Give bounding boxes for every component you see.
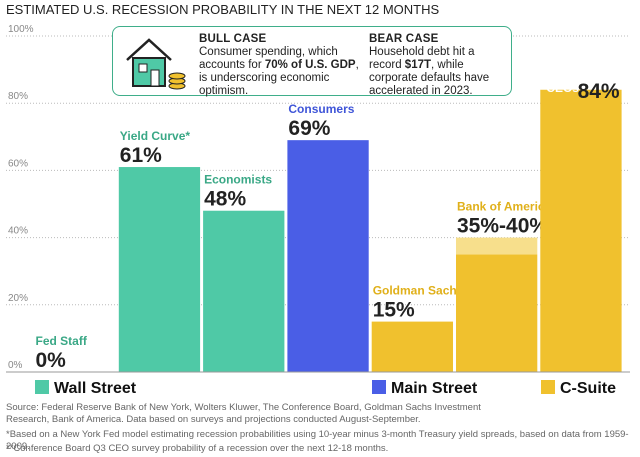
callout-box: BULL CASE Consumer spending, which accou…	[112, 26, 512, 98]
bull-text: Consumer spending, which accounts for	[199, 46, 338, 71]
legend-swatch	[541, 380, 555, 394]
bull-case: BULL CASE Consumer spending, which accou…	[199, 33, 359, 98]
bar	[203, 210, 285, 372]
category-label: Yield Curve*	[120, 129, 191, 143]
footnote: *Based on a New York Fed model estimatin…	[6, 429, 629, 452]
value-label: 69%	[288, 117, 330, 140]
bar	[371, 321, 453, 372]
y-tick-label: 40%	[8, 226, 28, 237]
category-label: CEOs**	[546, 81, 588, 95]
legend-label: Main Street	[391, 380, 478, 397]
bear-text: Household debt hit a record	[369, 46, 475, 71]
bear-text: , while corporate defaults have accelera…	[369, 59, 490, 97]
bear-case: BEAR CASE Household debt hit a record $1…	[369, 33, 509, 98]
y-tick-label: 80%	[8, 91, 28, 102]
value-label: 15%	[373, 299, 415, 322]
category-label: Economists	[204, 173, 272, 187]
category-label: Consumers	[288, 102, 354, 116]
bar	[456, 254, 538, 372]
value-label: 48%	[204, 188, 246, 211]
y-tick-label: 20%	[8, 293, 28, 304]
legend-label: Wall Street	[54, 380, 137, 397]
value-label: 0%	[36, 349, 67, 372]
category-label: Bank of America	[457, 200, 552, 214]
bull-title: BULL CASE	[199, 33, 267, 45]
y-tick-label: 60%	[8, 158, 28, 169]
bear-title: BEAR CASE	[369, 33, 439, 45]
legend-label: C-Suite	[560, 380, 616, 397]
source: Source: Federal Reserve Bank of New York…	[6, 402, 481, 425]
footnote: **Conference Board Q3 CEO survey probabi…	[6, 443, 389, 454]
bar	[287, 140, 369, 372]
category-label: Fed Staff	[36, 334, 88, 348]
house-icon	[126, 38, 186, 90]
legend-swatch	[372, 380, 386, 394]
category-label: Goldman Sachs	[373, 284, 464, 298]
bear-text-bold: $17T	[404, 59, 432, 71]
bull-text-bold: 70% of U.S. GDP	[264, 59, 356, 71]
bar	[118, 167, 201, 372]
legend-swatch	[35, 380, 49, 394]
value-label: 35%-40%	[457, 215, 548, 238]
range-bar	[456, 237, 538, 255]
bull-text: , is underscoring economic optimism.	[199, 59, 359, 97]
value-label: 61%	[120, 144, 162, 167]
bar	[540, 89, 622, 372]
y-tick-label: 100%	[8, 24, 34, 35]
chart-title: ESTIMATED U.S. RECESSION PROBABILITY IN …	[6, 2, 440, 17]
value-label: 84%	[578, 80, 620, 103]
y-tick-label: 0%	[8, 360, 23, 371]
